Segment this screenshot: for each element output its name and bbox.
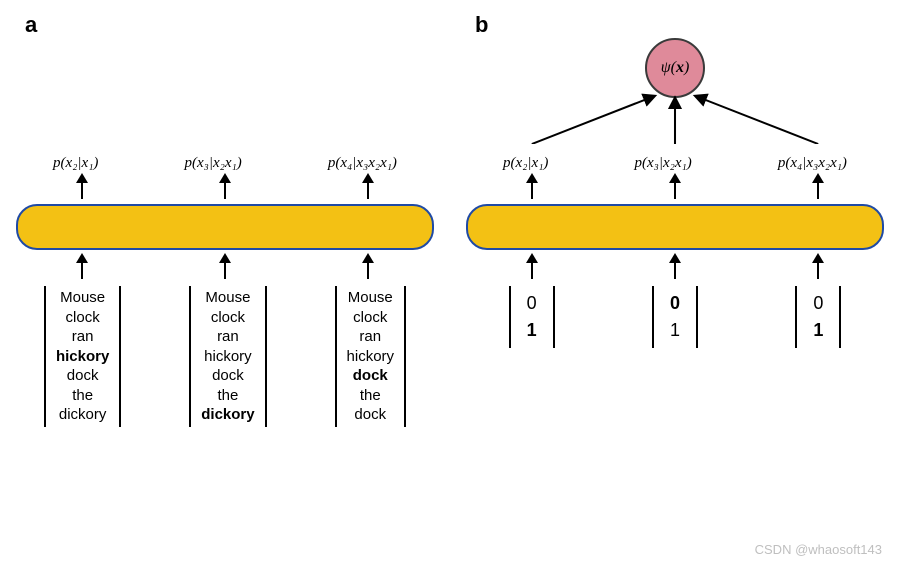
panel-b-label: b [475, 12, 488, 38]
word-item: hickory [56, 347, 109, 367]
output-label: p(x₃|x₂x₁) [185, 155, 242, 172]
word-list: Mouseclockranhickorydockthedickory [52, 284, 113, 429]
arrow-icon [808, 173, 828, 201]
psi-node: ψ(x) [645, 38, 705, 98]
input-vector: Mouseclockranhickorydockthedock [335, 284, 407, 429]
vector-list: 01 [517, 284, 547, 350]
input-vector: Mouseclockranhickorydockthedickory [44, 284, 121, 429]
arrow-icon [522, 253, 542, 281]
arrow-icon [72, 173, 92, 201]
word-item: Mouse [205, 288, 250, 308]
arrow-icon [215, 173, 235, 201]
panel-b: b ψ(x) p(x₂|x₁) p(x₃|x₂x₁) p(x₄|x₃x₂x₁) [450, 0, 900, 569]
word-item: the [72, 386, 93, 406]
word-item: clock [66, 308, 100, 328]
word-item: dock [212, 366, 244, 386]
panel-a-up-arrows [10, 172, 440, 202]
input-vector: 01 [652, 284, 698, 350]
panel-a-label: a [25, 12, 37, 38]
word-list: Mouseclockranhickorydockthedock [343, 284, 399, 429]
word-item: dock [67, 366, 99, 386]
word-item: dock [354, 405, 386, 425]
watermark: CSDN @whaosoft143 [755, 542, 882, 557]
word-item: ran [72, 327, 94, 347]
word-item: hickory [347, 347, 395, 367]
word-item: dickory [59, 405, 107, 425]
output-label: p(x₂|x₁) [503, 155, 548, 172]
panel-b-model-bar [466, 204, 884, 250]
panel-b-input-row: 010101 [460, 284, 890, 350]
psi-label: ψ(x) [661, 59, 690, 77]
word-item: dock [353, 366, 388, 386]
vector-value: 0 [813, 290, 823, 317]
vector-value: 0 [670, 290, 680, 317]
word-item: ran [359, 327, 381, 347]
vector-value: 0 [527, 290, 537, 317]
word-item: Mouse [348, 288, 393, 308]
arrow-icon [358, 253, 378, 281]
arrow-icon [808, 253, 828, 281]
vector-value: 1 [670, 317, 680, 344]
output-label: p(x₂|x₁) [53, 155, 98, 172]
word-item: the [217, 386, 238, 406]
psi-node-wrap: ψ(x) [450, 38, 900, 98]
word-item: clock [353, 308, 387, 328]
vector-value: 1 [527, 317, 537, 344]
panel-b-in-arrows [460, 252, 890, 282]
word-item: Mouse [60, 288, 105, 308]
figure-container: a p(x₂|x₁) p(x₃|x₂x₁) p(x₄|x₃x₂x₁) Mouse… [0, 0, 900, 569]
arrow-icon [522, 173, 542, 201]
output-label: p(x₄|x₃x₂x₁) [328, 155, 397, 172]
arrow-icon [215, 253, 235, 281]
word-item: dickory [201, 405, 254, 425]
word-item: clock [211, 308, 245, 328]
arrow-icon [358, 173, 378, 201]
panel-b-output-row: p(x₂|x₁) p(x₃|x₂x₁) p(x₄|x₃x₂x₁) [460, 155, 890, 172]
word-item: hickory [204, 347, 252, 367]
panel-a-model-bar [16, 204, 434, 250]
arrow-icon [72, 253, 92, 281]
arrow-icon [665, 173, 685, 201]
arrow-icon [665, 253, 685, 281]
word-list: Mouseclockranhickorydockthedickory [197, 284, 258, 429]
vector-value: 1 [813, 317, 823, 344]
converge-arrows [450, 92, 900, 144]
output-label: p(x₄|x₃x₂x₁) [778, 155, 847, 172]
word-item: the [360, 386, 381, 406]
panel-a-input-row: MouseclockranhickorydockthedickoryMousec… [10, 284, 440, 429]
input-vector: 01 [795, 284, 841, 350]
panel-b-up-arrows [460, 172, 890, 202]
panel-a-output-row: p(x₂|x₁) p(x₃|x₂x₁) p(x₄|x₃x₂x₁) [10, 155, 440, 172]
output-label: p(x₃|x₂x₁) [635, 155, 692, 172]
vector-list: 01 [803, 284, 833, 350]
vector-list: 01 [660, 284, 690, 350]
panel-a-in-arrows [10, 252, 440, 282]
input-vector: Mouseclockranhickorydockthedickory [189, 284, 266, 429]
word-item: ran [217, 327, 239, 347]
panel-a: a p(x₂|x₁) p(x₃|x₂x₁) p(x₄|x₃x₂x₁) Mouse… [0, 0, 450, 569]
input-vector: 01 [509, 284, 555, 350]
